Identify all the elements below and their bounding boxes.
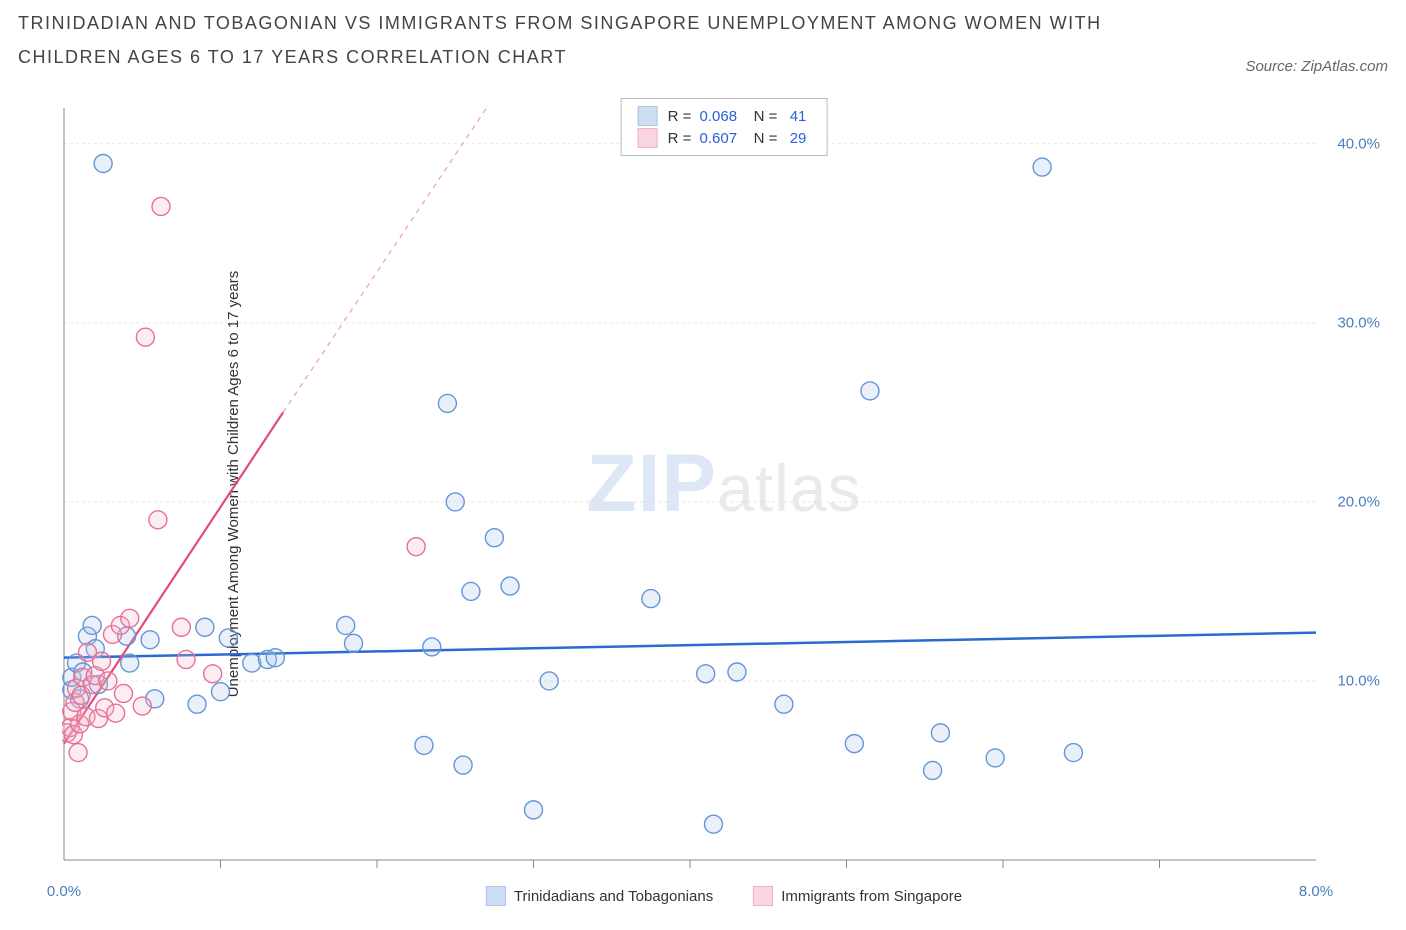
- legend-swatch: [638, 128, 658, 148]
- chart-source: Source: ZipAtlas.com: [1245, 58, 1388, 75]
- chart-area: Unemployment Among Women with Children A…: [62, 98, 1386, 870]
- legend-swatch: [638, 106, 658, 126]
- legend-r-value: 0.068: [700, 108, 738, 125]
- legend-swatch: [486, 886, 506, 906]
- series-legend-label: Immigrants from Singapore: [781, 888, 962, 905]
- y-tick-label: 10.0%: [1337, 672, 1380, 689]
- y-tick-label: 30.0%: [1337, 314, 1380, 331]
- stats-legend: R = 0.068 N = 41R = 0.607 N = 29: [621, 98, 828, 156]
- x-tick-label: 8.0%: [1299, 883, 1333, 900]
- series-legend-item: Trinidadians and Tobagonians: [486, 886, 713, 906]
- scatter-plot: [62, 98, 1386, 870]
- legend-r-label: R =: [668, 108, 696, 125]
- stats-legend-row: R = 0.607 N = 29: [638, 127, 811, 149]
- legend-n-value: 41: [786, 108, 807, 125]
- legend-swatch: [753, 886, 773, 906]
- stats-legend-row: R = 0.068 N = 41: [638, 105, 811, 127]
- y-tick-label: 20.0%: [1337, 493, 1380, 510]
- legend-n-label: N =: [741, 130, 781, 147]
- chart-title: TRINIDADIAN AND TOBAGONIAN VS IMMIGRANTS…: [18, 6, 1118, 74]
- legend-n-value: 29: [786, 130, 807, 147]
- series-legend-label: Trinidadians and Tobagonians: [514, 888, 713, 905]
- x-tick-label: 0.0%: [47, 883, 81, 900]
- chart-header: TRINIDADIAN AND TOBAGONIAN VS IMMIGRANTS…: [18, 6, 1388, 86]
- legend-r-label: R =: [668, 130, 696, 147]
- series-legend: Trinidadians and Tobagonians Immigrants f…: [486, 886, 962, 906]
- legend-r-value: 0.607: [700, 130, 738, 147]
- series-legend-item: Immigrants from Singapore: [753, 886, 962, 906]
- y-tick-label: 40.0%: [1337, 135, 1380, 152]
- legend-n-label: N =: [741, 108, 781, 125]
